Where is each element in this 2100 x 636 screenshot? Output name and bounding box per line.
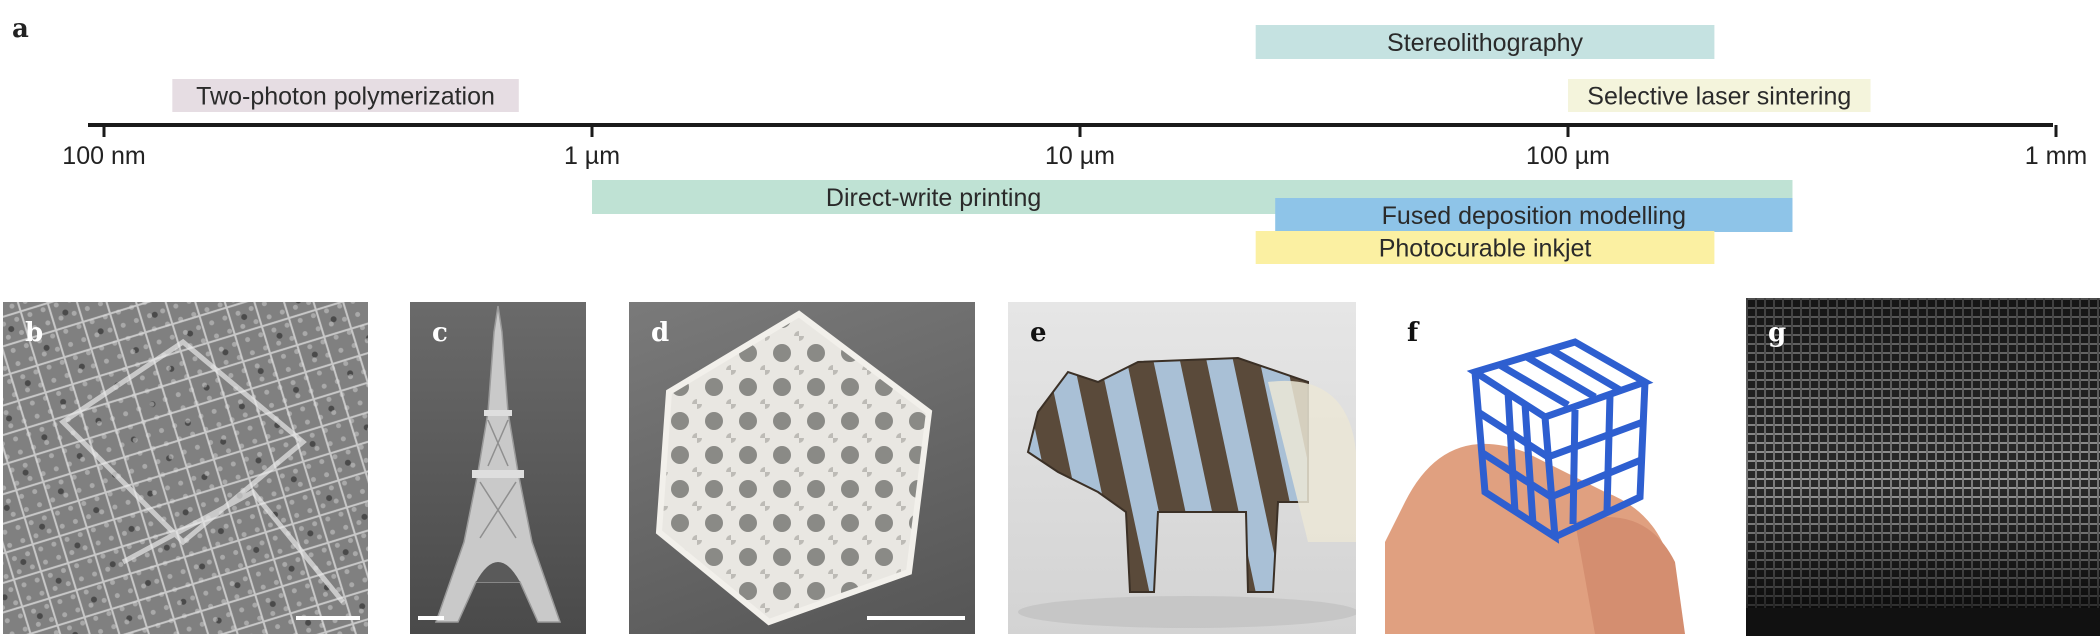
scale-ticks: 100 nm 1 µm 10 µm 100 µm 1 mm [62,125,2087,170]
technique-label: Direct-write printing [826,184,1041,212]
length-scale-diagram: Two-photon polymerization Stereolithograp… [62,25,2087,264]
scale-tick-label: 1 mm [2025,142,2088,170]
panel-label-a: a [12,14,29,44]
panel-label-b: b [25,318,44,348]
scale-tick-label: 10 µm [1045,142,1115,170]
technique-label: Stereolithography [1387,29,1583,57]
panel-label-f: f [1407,318,1419,348]
scale-bar-c [418,616,444,620]
scale-bar-d [867,616,965,620]
scale-bar-b [296,616,360,620]
lattice-cube-image [655,310,933,626]
scale-tick-label: 100 µm [1526,142,1610,170]
technique-range-bar [1255,231,1715,264]
panel-label-e: e [1030,318,1047,348]
technique-label: Selective laser sintering [1587,83,1851,111]
panel-label-c: c [432,318,448,348]
photo-eiffel-tower-print: c [410,302,586,634]
photo-ceramic-lattice: d [629,302,975,634]
lattice-sem-image [3,302,368,634]
grid-lattice-image [1746,298,2100,636]
technique-range-bar [1568,79,1871,112]
technique-label: Fused deposition modelling [1382,202,1686,230]
technique-label: Two-photon polymerization [196,83,495,111]
panel-label-g: g [1768,318,1787,348]
photo-woodpile-grid: g [1746,298,2100,636]
eiffel-tower-image [434,305,562,623]
technique-range-bar [172,79,519,112]
scale-tick-label: 100 nm [62,142,145,170]
technique-bars: Two-photon polymerization Stereolithograp… [172,25,1871,264]
rhinoceros-image [1018,356,1356,628]
panel-label-d: d [651,318,670,348]
technique-range-bar [1275,198,1793,232]
scale-tick-label: 1 µm [564,142,620,170]
photo-blue-lattice-cube: f [1385,302,1715,634]
technique-range-bar [1255,25,1715,59]
technique-label: Photocurable inkjet [1379,235,1592,263]
blue-cube-image [1385,338,1685,634]
photo-two-photon-lattice: b [3,302,368,634]
photo-rhinoceros-print: e [1008,302,1356,634]
